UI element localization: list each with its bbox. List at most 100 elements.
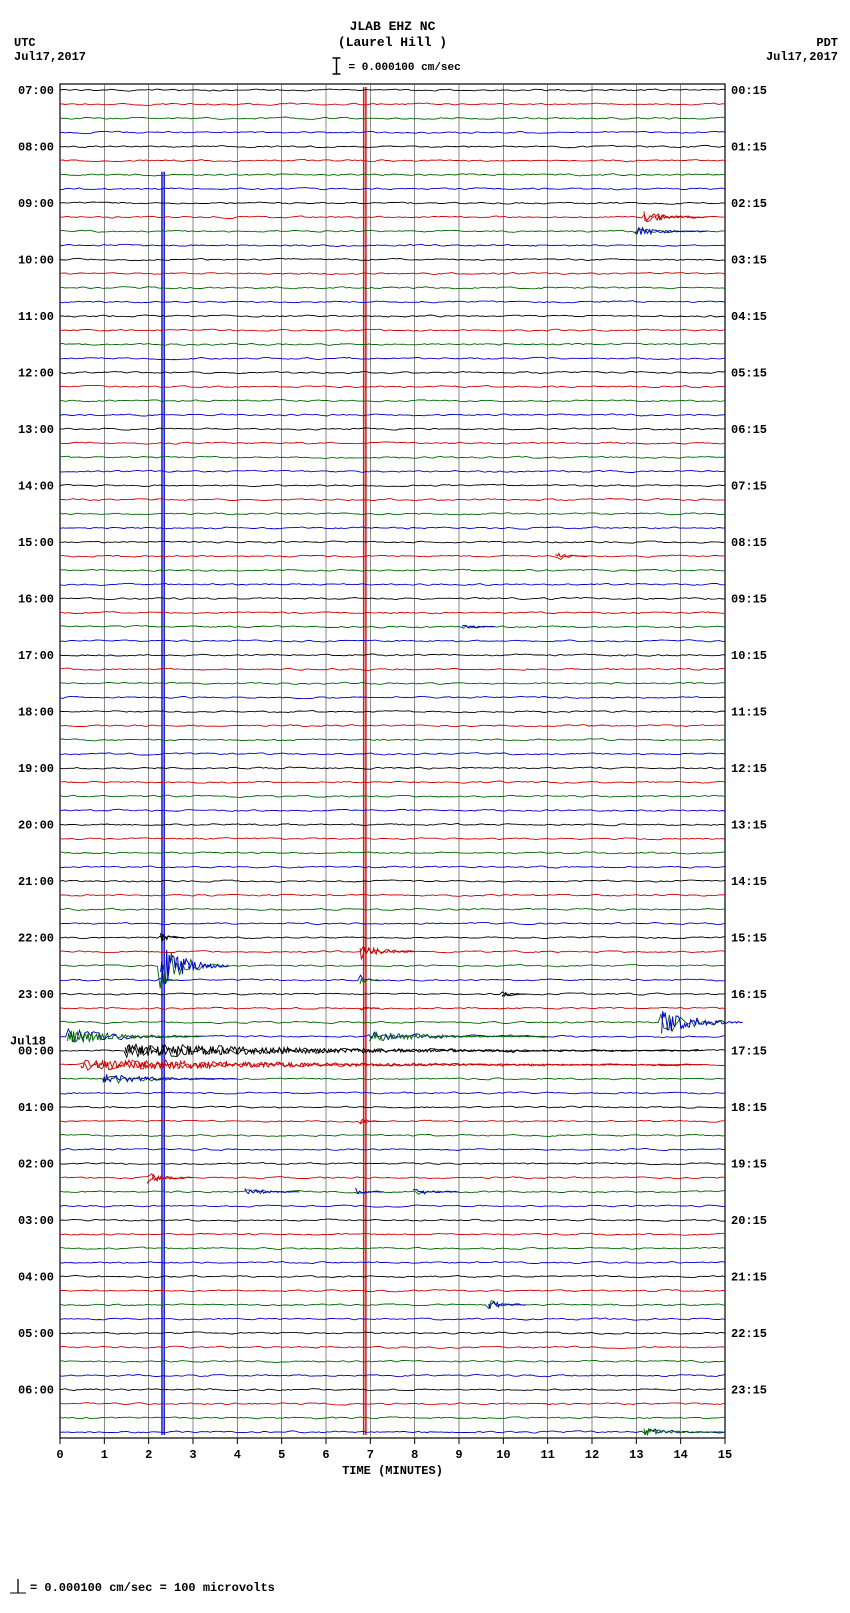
- right-time-label: 23:15: [731, 1384, 767, 1398]
- left-time-label: 03:00: [18, 1214, 54, 1228]
- seismic-trace: [60, 1219, 725, 1221]
- left-time-label: 13:00: [18, 423, 54, 437]
- right-time-label: 15:15: [731, 932, 767, 946]
- seismic-trace: [60, 1360, 725, 1362]
- seismic-trace: [60, 1120, 725, 1124]
- seismic-trace: [60, 470, 725, 472]
- seismic-trace: [60, 1374, 725, 1376]
- seismic-trace: [60, 117, 725, 119]
- right-time-label: 12:15: [731, 762, 767, 776]
- x-tick-label: 11: [540, 1448, 554, 1462]
- seismic-trace: [60, 583, 725, 585]
- left-time-label: 20:00: [18, 819, 54, 833]
- seismic-trace: [60, 131, 725, 134]
- seismic-trace: [60, 145, 725, 148]
- left-time-label: 21:00: [18, 875, 54, 889]
- left-time-label: 06:00: [18, 1384, 54, 1398]
- seismic-trace: [60, 442, 725, 444]
- seismic-trace: [60, 513, 725, 515]
- seismic-trace: [60, 1149, 725, 1151]
- seismic-trace: [60, 555, 725, 559]
- seismic-trace: [60, 894, 725, 896]
- left-tz: UTC: [14, 36, 36, 50]
- seismic-trace: [60, 1417, 725, 1419]
- right-time-label: 00:15: [731, 84, 767, 98]
- seismic-trace: [60, 103, 725, 105]
- right-time-label: 11:15: [731, 706, 767, 720]
- left-time-label: 15:00: [18, 536, 54, 550]
- seismic-trace: [60, 174, 725, 176]
- seismic-trace: [60, 273, 725, 275]
- seismic-trace: [60, 781, 725, 783]
- right-time-label: 06:15: [731, 423, 767, 437]
- seismic-trace: [60, 975, 725, 981]
- seismic-trace: [60, 809, 725, 811]
- right-date: Jul17,2017: [766, 50, 838, 64]
- seismic-trace: [60, 541, 725, 543]
- seismic-trace: [60, 386, 725, 388]
- seismic-trace: [60, 498, 725, 500]
- left-time-label: 09:00: [18, 197, 54, 211]
- seismic-trace: [60, 400, 725, 402]
- right-time-label: 07:15: [731, 480, 767, 494]
- seismic-trace: [60, 1247, 725, 1250]
- seismic-trace: [60, 1403, 725, 1405]
- x-tick-label: 9: [455, 1448, 462, 1462]
- x-tick-label: 15: [718, 1448, 732, 1462]
- x-tick-label: 0: [56, 1448, 63, 1462]
- left-time-label: 18:00: [18, 706, 54, 720]
- seismic-trace: [60, 1233, 725, 1235]
- seismic-trace: [60, 1092, 725, 1094]
- right-time-label: 05:15: [731, 367, 767, 381]
- right-time-label: 09:15: [731, 593, 767, 607]
- footer-microvolts: = 0.000100 cm/sec = 100 microvolts: [30, 1581, 275, 1595]
- right-time-label: 01:15: [731, 141, 767, 155]
- seismic-trace: [60, 767, 725, 769]
- left-time-label: 07:00: [18, 84, 54, 98]
- x-tick-label: 8: [411, 1448, 418, 1462]
- seismic-trace: [60, 1318, 725, 1320]
- seismic-trace: [60, 258, 725, 260]
- seismic-trace: [60, 711, 725, 713]
- right-time-label: 02:15: [731, 197, 767, 211]
- right-time-label: 20:15: [731, 1214, 767, 1228]
- seismic-trace: [60, 1332, 725, 1334]
- right-time-label: 17:15: [731, 1045, 767, 1059]
- left-time-label: 22:00: [18, 932, 54, 946]
- seismic-trace: [60, 626, 725, 629]
- x-axis-label: TIME (MINUTES): [342, 1464, 443, 1478]
- seismic-trace: [60, 953, 725, 989]
- seismic-trace: [60, 824, 725, 826]
- x-tick-label: 5: [278, 1448, 285, 1462]
- seismic-trace: [60, 301, 725, 303]
- seismic-trace: [60, 569, 725, 571]
- scale-label: = 0.000100 cm/sec: [349, 62, 461, 74]
- seismic-trace: [60, 244, 725, 246]
- left-date: Jul17,2017: [14, 50, 86, 64]
- seismic-trace: [60, 188, 725, 190]
- seismic-trace: [60, 1163, 725, 1165]
- right-time-label: 03:15: [731, 254, 767, 268]
- seismic-trace: [60, 739, 725, 741]
- seismic-trace: [60, 1346, 725, 1348]
- x-tick-label: 10: [496, 1448, 510, 1462]
- seismic-trace: [60, 753, 725, 755]
- seismic-trace: [60, 946, 725, 954]
- x-tick-label: 14: [673, 1448, 687, 1462]
- seismic-trace: [60, 1301, 725, 1309]
- seismic-trace: [60, 880, 725, 882]
- x-tick-label: 6: [322, 1448, 329, 1462]
- left-time-label: 05:00: [18, 1327, 54, 1341]
- seismic-trace: [60, 371, 725, 373]
- seismic-trace: [60, 1262, 725, 1264]
- seismic-trace: [60, 795, 725, 797]
- right-tz: PDT: [816, 36, 838, 50]
- seismic-trace: [60, 414, 725, 416]
- seismic-trace: [60, 1290, 725, 1292]
- seismic-trace: [60, 1205, 725, 1207]
- seismic-trace: [60, 1275, 725, 1277]
- seismic-trace: [60, 214, 725, 222]
- x-tick-label: 3: [189, 1448, 196, 1462]
- seismic-trace: [60, 357, 725, 360]
- left-time-label: 23:00: [18, 988, 54, 1002]
